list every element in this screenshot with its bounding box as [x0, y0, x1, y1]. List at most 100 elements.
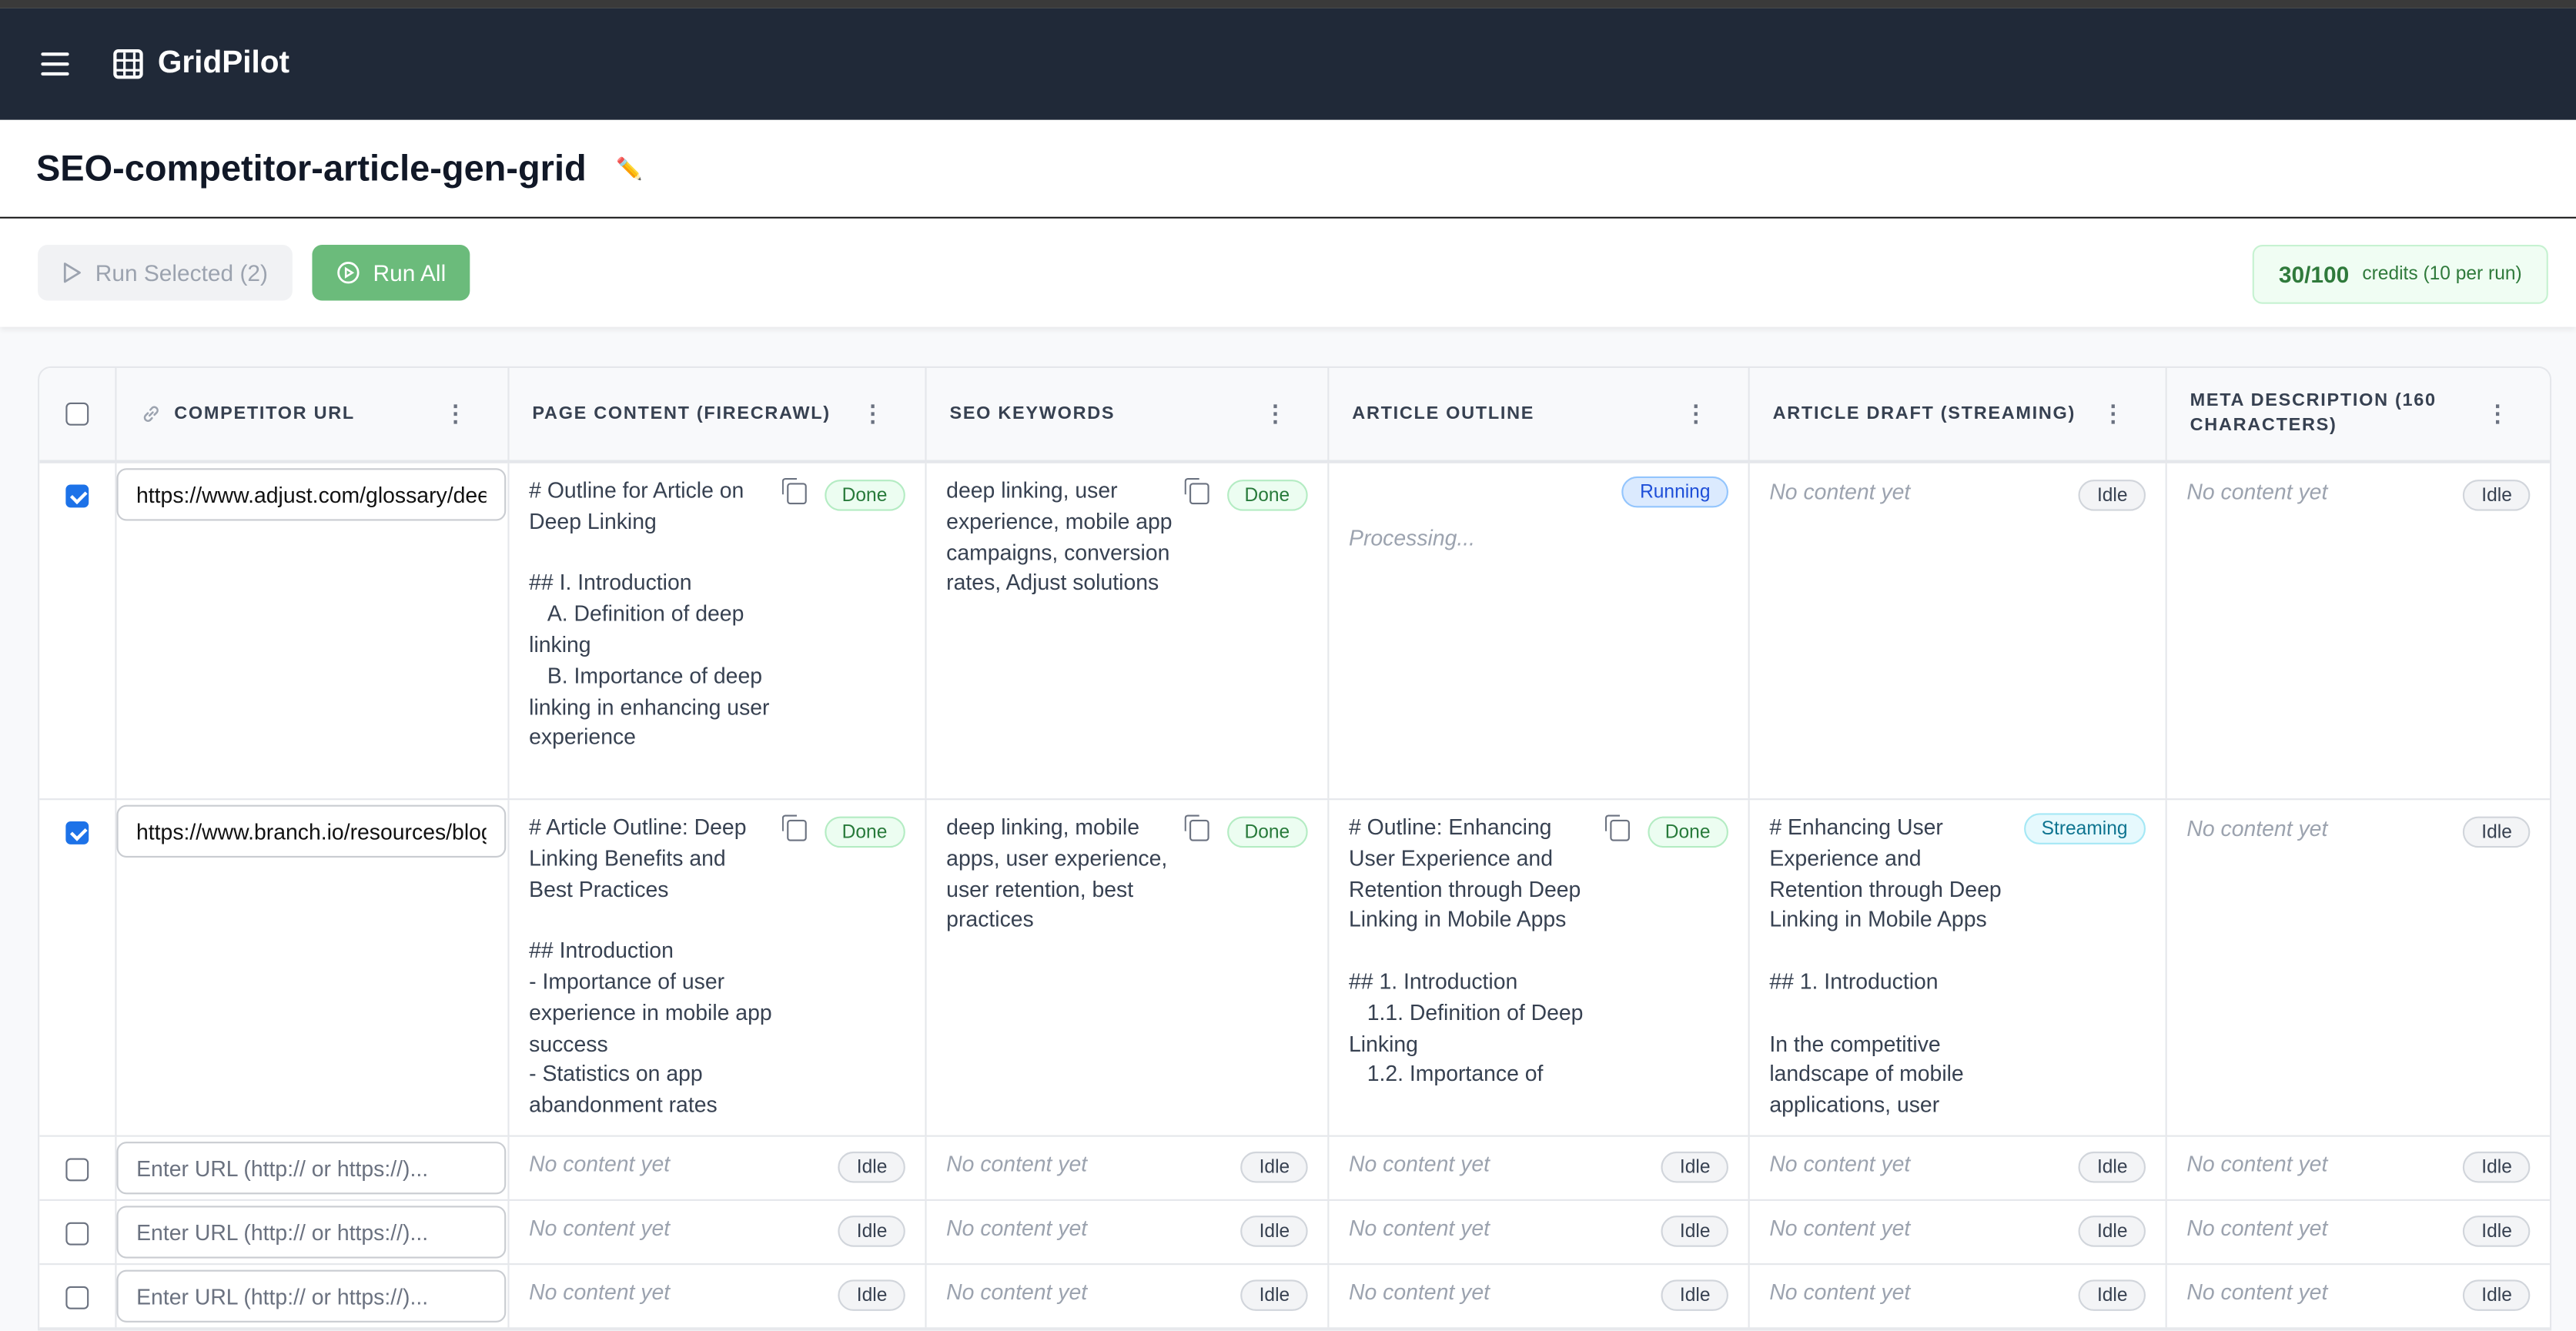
page-content-cell[interactable]: # Outline for Article on Deep Linking ##…	[510, 463, 927, 799]
header-select-cell	[39, 368, 117, 460]
status-badge: Idle	[1241, 1151, 1308, 1183]
seo-keywords-cell[interactable]: deep linking, mobile apps, user experien…	[927, 800, 1330, 1135]
article-draft-cell[interactable]: No content yet Idle	[1750, 1265, 2167, 1328]
column-header-article-draft[interactable]: ARTICLE DRAFT (STREAMING) ⋮	[1750, 368, 2167, 460]
row-checkbox[interactable]	[65, 1286, 89, 1309]
url-input[interactable]	[116, 1269, 507, 1323]
seo-keywords-cell[interactable]: deep linking, user experience, mobile ap…	[927, 463, 1330, 799]
column-header-competitor-url[interactable]: COMPETITOR URL ⋮	[117, 368, 510, 460]
empty-text: No content yet	[2186, 1151, 2328, 1176]
credits-badge: 30/100 credits (10 per run)	[2252, 244, 2548, 304]
url-cell	[116, 1265, 510, 1328]
page-content-cell[interactable]: No content yet Idle	[510, 1136, 927, 1199]
header-row: COMPETITOR URL ⋮ PAGE CONTENT (FIRECRAWL)…	[39, 368, 2550, 463]
select-all-checkbox[interactable]	[65, 402, 89, 426]
hamburger-icon[interactable]	[41, 52, 69, 76]
credits-note: credits (10 per run)	[2362, 264, 2522, 285]
status-badge: Idle	[1661, 1279, 1728, 1311]
column-menu-icon[interactable]: ⋮	[2486, 400, 2511, 426]
meta-description-cell[interactable]: No content yet Idle	[2167, 800, 2550, 1135]
column-title: COMPETITOR URL	[174, 403, 355, 424]
url-input[interactable]	[116, 1142, 507, 1195]
article-draft-cell[interactable]: # Enhancing User Experience and Retentio…	[1750, 800, 2167, 1135]
seo-keywords-cell[interactable]: No content yet Idle	[927, 1265, 1330, 1328]
empty-text: No content yet	[946, 1216, 1088, 1241]
column-title: SEO KEYWORDS	[949, 403, 1116, 424]
status-badge: Idle	[838, 1216, 905, 1247]
meta-description-cell[interactable]: No content yet Idle	[2167, 1265, 2550, 1327]
url-input[interactable]	[116, 468, 507, 521]
window-top-strip	[0, 0, 2576, 8]
status-badge: Idle	[1241, 1216, 1308, 1247]
status-badge: Done	[1226, 816, 1308, 848]
page-content-cell[interactable]: No content yet Idle	[510, 1200, 927, 1264]
url-cell	[116, 1200, 510, 1264]
app-name: GridPilot	[157, 45, 290, 81]
empty-text: No content yet	[2186, 816, 2328, 841]
copy-icon[interactable]	[781, 477, 807, 505]
cell-text: # Enhancing User Experience and Retentio…	[1769, 814, 2002, 1118]
column-header-meta-description[interactable]: META DESCRIPTION (160 CHARACTERS) ⋮	[2167, 368, 2550, 460]
column-menu-icon[interactable]: ⋮	[1263, 400, 1289, 426]
status-badge: Idle	[2463, 480, 2531, 511]
article-outline-cell[interactable]: # Outline: Enhancing User Experience and…	[1329, 800, 1750, 1135]
column-menu-icon[interactable]: ⋮	[2101, 400, 2126, 426]
url-cell	[116, 463, 510, 799]
meta-description-cell[interactable]: No content yet Idle	[2167, 1137, 2550, 1199]
toolbar: Run Selected (2) Run All 30/100 credits …	[0, 218, 2576, 327]
meta-description-cell[interactable]: No content yet Idle	[2167, 463, 2550, 798]
status-badge: Idle	[838, 1151, 905, 1183]
page-content-cell[interactable]: # Article Outline: Deep Linking Benefits…	[510, 800, 927, 1135]
copy-icon[interactable]	[1604, 814, 1630, 841]
empty-text: No content yet	[2186, 1279, 2328, 1305]
status-badge: Idle	[2079, 1216, 2146, 1247]
table-row: # Article Outline: Deep Linking Benefits…	[39, 800, 2550, 1137]
article-outline-cell[interactable]: No content yet Idle	[1329, 1265, 1750, 1328]
column-header-page-content[interactable]: PAGE CONTENT (FIRECRAWL) ⋮	[510, 368, 927, 460]
column-title: ARTICLE OUTLINE	[1352, 403, 1535, 424]
row-checkbox[interactable]	[65, 484, 89, 508]
meta-description-cell[interactable]: No content yet Idle	[2167, 1201, 2550, 1263]
page-content-cell[interactable]: No content yet Idle	[510, 1265, 927, 1328]
row-select-cell	[39, 800, 117, 1135]
url-input[interactable]	[116, 804, 507, 858]
cell-text: deep linking, mobile apps, user experien…	[946, 814, 1174, 932]
column-header-article-outline[interactable]: ARTICLE OUTLINE ⋮	[1329, 368, 1750, 460]
column-title: PAGE CONTENT (FIRECRAWL)	[532, 403, 831, 424]
link-icon	[143, 406, 159, 422]
copy-icon[interactable]	[1184, 477, 1209, 505]
article-outline-cell[interactable]: No content yet Idle	[1329, 1136, 1750, 1199]
article-outline-cell[interactable]: No content yet Idle	[1329, 1200, 1750, 1264]
row-checkbox[interactable]	[65, 1158, 89, 1182]
row-checkbox[interactable]	[65, 1222, 89, 1246]
empty-text: No content yet	[946, 1151, 1088, 1176]
status-badge: Idle	[2463, 1216, 2531, 1247]
seo-keywords-cell[interactable]: No content yet Idle	[927, 1200, 1330, 1264]
column-menu-icon[interactable]: ⋮	[861, 400, 886, 426]
url-cell	[116, 1136, 510, 1199]
empty-text: No content yet	[2186, 1216, 2328, 1241]
seo-keywords-cell[interactable]: No content yet Idle	[927, 1136, 1330, 1199]
url-input[interactable]	[116, 1206, 507, 1259]
article-draft-cell[interactable]: No content yet Idle	[1750, 463, 2167, 799]
status-badge: Done	[824, 480, 905, 511]
article-draft-cell[interactable]: No content yet Idle	[1750, 1136, 2167, 1199]
url-cell	[116, 800, 510, 1135]
table-row: No content yet Idle No content yet Idle No…	[39, 1265, 2550, 1329]
row-checkbox[interactable]	[65, 821, 89, 844]
column-title: ARTICLE DRAFT (STREAMING)	[1772, 403, 2076, 424]
status-badge: Done	[824, 816, 905, 848]
article-draft-cell[interactable]: No content yet Idle	[1750, 1200, 2167, 1264]
column-menu-icon[interactable]: ⋮	[1684, 400, 1709, 426]
article-outline-cell[interactable]: Running Processing...	[1329, 463, 1750, 799]
copy-icon[interactable]	[781, 814, 807, 841]
run-selected-button[interactable]: Run Selected (2)	[38, 244, 293, 301]
pencil-icon[interactable]: ✏️	[616, 155, 643, 180]
status-badge: Idle	[1241, 1279, 1308, 1311]
column-header-seo-keywords[interactable]: SEO KEYWORDS ⋮	[927, 368, 1330, 460]
column-title: META DESCRIPTION (160 CHARACTERS)	[2190, 390, 2437, 436]
column-menu-icon[interactable]: ⋮	[443, 400, 469, 426]
run-all-button[interactable]: Run All	[312, 244, 471, 301]
copy-icon[interactable]	[1184, 814, 1209, 841]
title-bar: SEO-competitor-article-gen-grid ✏️	[0, 119, 2576, 219]
